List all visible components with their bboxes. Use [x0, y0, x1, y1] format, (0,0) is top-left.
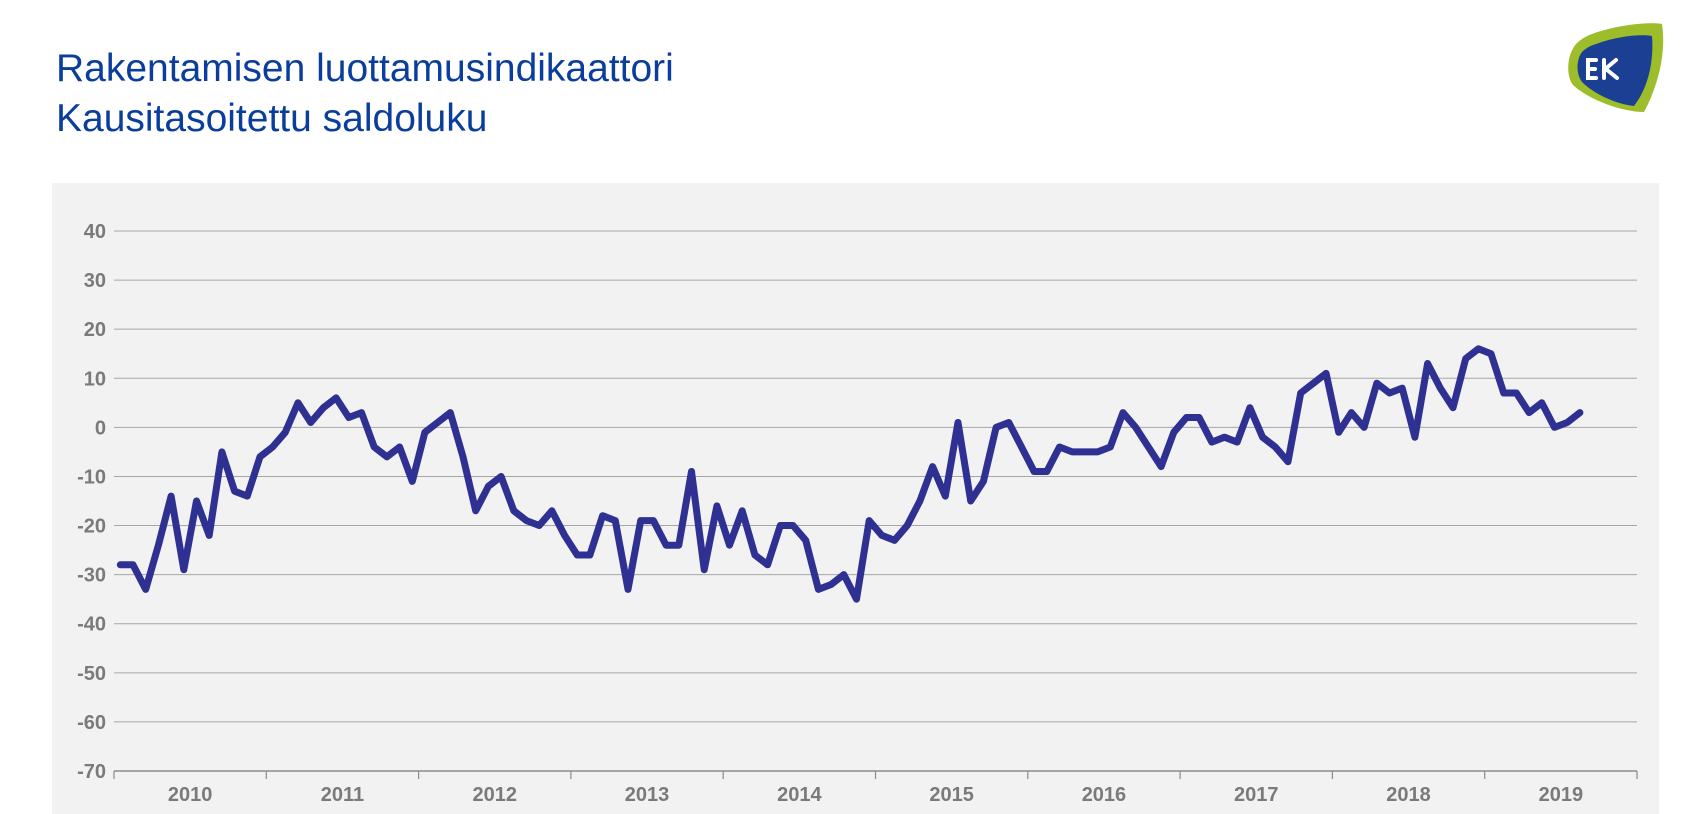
x-axis: 2010 2011 2012 2013 2014 2015 2016 2017 2018 2019 — [113, 771, 1638, 806]
y-tick-label: -70 — [77, 761, 106, 783]
chart-title: Rakentamisen luottamusindikaattori — [56, 47, 674, 90]
x-tick-label: 2015 — [929, 784, 974, 806]
logo-lettering — [1586, 58, 1619, 80]
y-axis-tick-labels: 40 30 20 10 0 -10 -20 -30 -40 -50 -60 -70 — [77, 221, 106, 783]
ek-logo-icon — [1568, 23, 1664, 112]
y-tick-label: 30 — [84, 270, 106, 292]
series-line — [116, 345, 1584, 603]
series-layer — [116, 345, 1584, 603]
gridlines — [114, 230, 1637, 772]
chart-area: 40 30 20 10 0 -10 -20 -30 -40 -50 -60 -70 2010 2011 2… — [52, 183, 1659, 814]
x-tick-label: 2017 — [1234, 784, 1279, 806]
y-tick-label: -60 — [77, 712, 106, 734]
y-tick-label: -30 — [77, 565, 106, 587]
y-tick-label: 10 — [84, 368, 106, 390]
y-tick-label: -50 — [77, 663, 106, 685]
y-tick-label: -10 — [77, 466, 106, 488]
chart-subtitle: Kausitasoitettu saldoluku — [56, 97, 488, 140]
y-tick-label: 0 — [95, 417, 106, 439]
y-tick-label: -20 — [77, 516, 106, 538]
y-tick-label: 20 — [84, 319, 106, 341]
chart-header: Rakentamisen luottamusindikaattori Kausi… — [56, 44, 674, 144]
x-tick-label: 2012 — [473, 784, 518, 806]
x-tick-label: 2018 — [1386, 784, 1431, 806]
x-tick-label: 2013 — [625, 784, 670, 806]
ek-logo — [1562, 20, 1666, 122]
x-tick-label: 2016 — [1082, 784, 1127, 806]
x-tick-label: 2019 — [1539, 784, 1584, 806]
x-tick-label: 2011 — [321, 784, 364, 806]
x-tick-label: 2014 — [777, 784, 822, 806]
y-tick-label: 40 — [84, 221, 106, 243]
y-tick-label: -40 — [77, 614, 106, 636]
x-tick-label: 2010 — [168, 784, 213, 806]
logo-inner-shape — [1577, 35, 1653, 106]
